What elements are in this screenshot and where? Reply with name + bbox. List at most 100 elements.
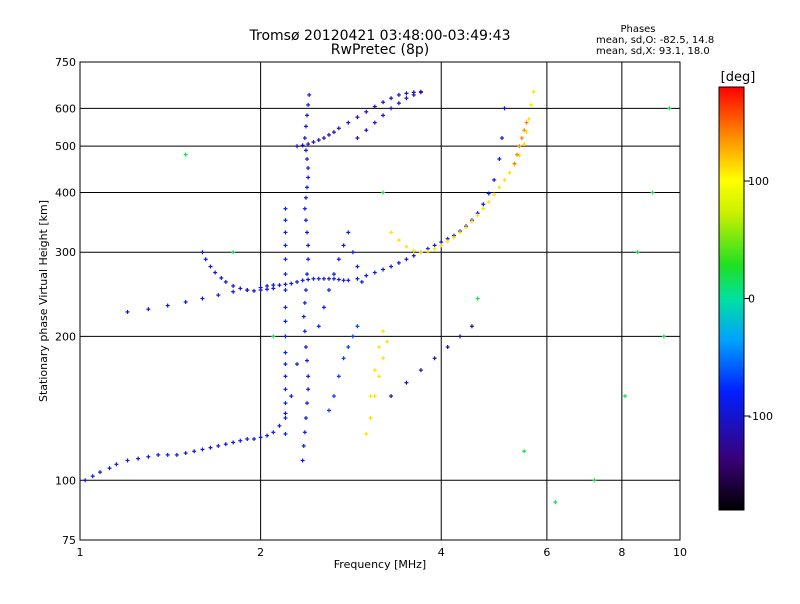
data-point	[418, 250, 423, 255]
data-point	[219, 275, 224, 280]
data-point	[252, 288, 257, 293]
data-point	[381, 100, 386, 105]
y-tick-label: 100	[55, 474, 76, 487]
data-point	[183, 451, 188, 456]
data-point	[389, 264, 394, 269]
data-point	[519, 136, 524, 141]
data-point	[486, 191, 491, 196]
data-point	[223, 442, 228, 447]
data-point	[208, 445, 213, 450]
data-point	[295, 279, 300, 284]
data-point	[635, 250, 640, 255]
data-point	[301, 443, 306, 448]
data-point	[331, 130, 336, 135]
data-point	[497, 157, 502, 162]
data-point	[512, 161, 517, 166]
data-point	[238, 286, 243, 291]
data-point	[389, 106, 394, 111]
data-point	[326, 132, 331, 137]
data-point	[526, 116, 531, 121]
data-point	[302, 430, 307, 435]
data-point	[623, 394, 628, 399]
data-point	[381, 356, 386, 361]
data-point	[156, 452, 161, 457]
data-point	[368, 394, 373, 399]
y-tick-label: 200	[55, 330, 76, 343]
colorbar-ticks: 100 0 -100	[744, 175, 773, 423]
y-tick-label: 75	[62, 534, 76, 547]
data-point	[306, 374, 311, 379]
data-point	[303, 195, 308, 200]
data-point	[125, 309, 130, 314]
y-tick-label: 600	[55, 102, 76, 115]
data-point	[469, 219, 474, 224]
data-point	[306, 166, 311, 171]
data-point	[451, 235, 456, 240]
data-point	[271, 430, 276, 435]
data-point	[522, 449, 527, 454]
data-point	[271, 286, 276, 291]
data-point	[389, 96, 394, 101]
data-point	[372, 270, 377, 275]
data-point	[396, 92, 401, 97]
data-point	[301, 314, 306, 319]
data-point	[277, 283, 282, 288]
x-axis-label: Frequency [MHz]	[334, 558, 426, 571]
y-axis-label: Stationary phase Virtual Height [km]	[37, 200, 50, 402]
data-point	[300, 458, 305, 463]
data-point	[174, 452, 179, 457]
data-point	[283, 334, 288, 339]
data-point	[302, 206, 307, 211]
data-point	[425, 249, 430, 254]
data-point	[346, 345, 351, 350]
colorbar-label: [deg]	[721, 70, 756, 85]
data-point	[306, 102, 311, 107]
colorbar-tick-label: 100	[748, 175, 769, 188]
data-point	[336, 277, 341, 282]
colorbar-tick-label: -100	[748, 410, 773, 423]
data-point	[283, 319, 288, 324]
data-point	[381, 190, 386, 195]
data-point	[277, 423, 282, 428]
data-point	[372, 104, 377, 109]
data-point	[90, 474, 95, 479]
data-point	[346, 230, 351, 235]
data-point	[486, 200, 491, 205]
data-point	[311, 276, 316, 281]
x-tick-label: 6	[543, 546, 550, 559]
data-point	[200, 250, 205, 255]
data-point	[404, 244, 409, 249]
data-point	[475, 296, 480, 301]
data-point	[667, 106, 672, 111]
data-point	[265, 287, 270, 292]
data-point	[481, 206, 486, 211]
data-point	[283, 374, 288, 379]
data-point	[661, 334, 666, 339]
data-point	[136, 456, 141, 461]
data-point	[385, 339, 390, 344]
data-point	[445, 239, 450, 244]
chart-subtitle: RwPretec (8p)	[331, 42, 429, 58]
data-points	[83, 89, 672, 505]
data-point	[283, 272, 288, 277]
data-point	[283, 288, 288, 293]
data-point	[283, 218, 288, 223]
data-point	[364, 109, 369, 114]
data-point	[341, 278, 346, 283]
data-point	[306, 277, 311, 282]
data-point	[231, 289, 236, 294]
data-point	[316, 324, 321, 329]
data-point	[359, 279, 364, 284]
data-point	[283, 350, 288, 355]
y-tick-label: 400	[55, 186, 76, 199]
data-point	[336, 257, 341, 262]
data-point	[305, 113, 310, 118]
data-point	[381, 329, 386, 334]
data-point	[522, 142, 527, 147]
data-point	[231, 283, 236, 288]
data-point	[295, 362, 300, 367]
data-point	[146, 307, 151, 312]
data-point	[515, 152, 520, 157]
